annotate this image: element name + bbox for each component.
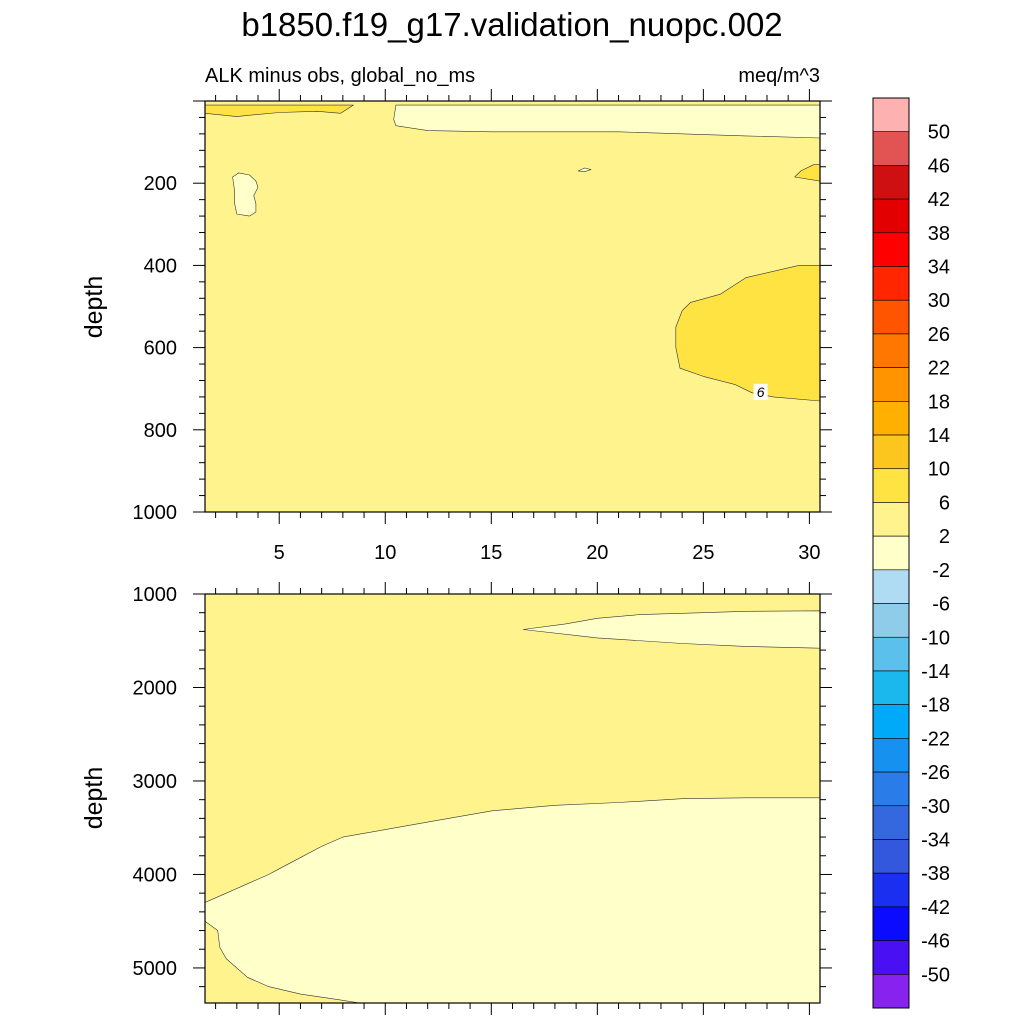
y-tick-label: 2000: [133, 677, 178, 699]
colorbar-swatch: [872, 198, 910, 234]
y-tick-label: 5000: [133, 958, 178, 980]
colorbar-label: -38: [921, 863, 950, 885]
colorbar-label: 6: [939, 492, 950, 514]
contour-label: 6: [757, 384, 765, 400]
colorbar-swatch: [872, 771, 910, 807]
colorbar-label: 50: [928, 122, 950, 144]
colorbar-swatch: [872, 535, 910, 571]
colorbar-label: -42: [921, 897, 950, 919]
colorbar-swatch: [872, 97, 910, 133]
colorbar-label: 34: [928, 257, 950, 279]
y-axis-label: depth: [80, 767, 108, 830]
contour-regions: [205, 610, 820, 1003]
colorbar-label: -34: [921, 829, 950, 851]
colorbar-swatch: [872, 603, 910, 638]
contour-regions: [205, 104, 820, 402]
colorbar-label: -30: [921, 796, 950, 818]
colorbar-label: 18: [928, 391, 950, 413]
colorbar-swatch: [872, 401, 910, 436]
colorbar-swatch: [872, 636, 910, 672]
x-tick-label: 30: [798, 542, 820, 564]
colorbar-swatch: [872, 299, 910, 335]
figure-title: b1850.f19_g17.validation_nuopc.002: [241, 6, 782, 43]
x-tick-label: 10: [374, 542, 396, 564]
colorbar-swatch: [872, 502, 910, 537]
colorbar: 50 46 42 38 34 30 26 22 18 14 10 6 2 -2 -6 -10 -14 -18 -22…: [872, 97, 950, 1009]
colorbar-swatch: [872, 232, 910, 267]
y-tick-label: 800: [144, 420, 177, 442]
colorbar-label: 38: [928, 223, 950, 245]
colorbar-frame: [872, 97, 910, 1009]
y-tick-label: 1000: [133, 584, 178, 606]
colorbar-label: 2: [939, 526, 950, 548]
y-tick-label: 4000: [133, 864, 178, 886]
lower-panel: 1000 2000 3000 4000 5000 depth: [80, 582, 832, 1015]
colorbar-label: -6: [932, 594, 950, 616]
contour-region-1: [205, 104, 354, 117]
colorbar-label: 26: [928, 324, 950, 346]
colorbar-label: 10: [928, 459, 950, 481]
colorbar-label: -18: [921, 695, 950, 717]
colorbar-label: 46: [928, 155, 950, 177]
colorbar-swatch: [872, 839, 910, 874]
y-tick-label: 1000: [133, 502, 178, 524]
colorbar-label: 42: [928, 189, 950, 211]
colorbar-label: 30: [928, 290, 950, 312]
colorbar-swatch: [872, 973, 910, 1009]
contour-region-3: [232, 172, 259, 217]
colorbar-swatch: [872, 872, 910, 908]
colorbar-label: -46: [921, 931, 950, 953]
y-axis-label: depth: [80, 276, 108, 339]
colorbar-swatch: [872, 165, 910, 200]
y-tick-label: 3000: [133, 771, 178, 793]
contour-region-2: [393, 104, 820, 139]
subtitle-right: meq/m^3: [738, 65, 820, 87]
y-tick-label: 600: [144, 338, 177, 360]
colorbar-swatch: [872, 131, 910, 166]
x-tick-label: 20: [586, 542, 608, 564]
contour-region-2: [205, 797, 820, 1003]
colorbar-swatch: [872, 670, 910, 705]
colorbar-label: -22: [921, 728, 950, 750]
contour-label-bg: [753, 383, 768, 400]
contour-region-5: [794, 164, 820, 182]
colorbar-swatch: [872, 367, 910, 402]
upper-panel: 6 200 400 600 800 1000 5 10 15 20 25 30 depth: [80, 89, 832, 564]
subtitle-left: ALK minus obs, global_no_ms: [205, 65, 475, 87]
colorbar-swatch: [872, 805, 910, 840]
colorbar-label: -26: [921, 762, 950, 784]
colorbar-swatch: [872, 704, 910, 739]
colorbar-swatch: [872, 738, 910, 773]
colorbar-label: -2: [932, 560, 950, 582]
colorbar-swatch: [872, 940, 910, 975]
colorbar-swatch: [872, 266, 910, 301]
colorbar-label: -14: [921, 661, 950, 683]
colorbar-swatch: [872, 333, 910, 368]
colorbar-label: -50: [921, 964, 950, 986]
colorbar-swatch: [872, 569, 910, 604]
colorbar-label: -10: [921, 627, 950, 649]
colorbar-swatch: [872, 468, 910, 503]
contour-region-1: [522, 610, 820, 649]
contour-region-4: [577, 167, 592, 172]
y-tick-label: 400: [144, 255, 177, 277]
x-tick-label: 15: [480, 542, 502, 564]
colorbar-label: 22: [928, 358, 950, 380]
x-tick-label: 5: [274, 542, 285, 564]
y-tick-label: 200: [144, 173, 177, 195]
colorbar-swatch: [872, 434, 910, 470]
colorbar-label: 14: [928, 425, 950, 447]
x-tick-label: 25: [692, 542, 714, 564]
colorbar-swatch: [872, 906, 910, 941]
